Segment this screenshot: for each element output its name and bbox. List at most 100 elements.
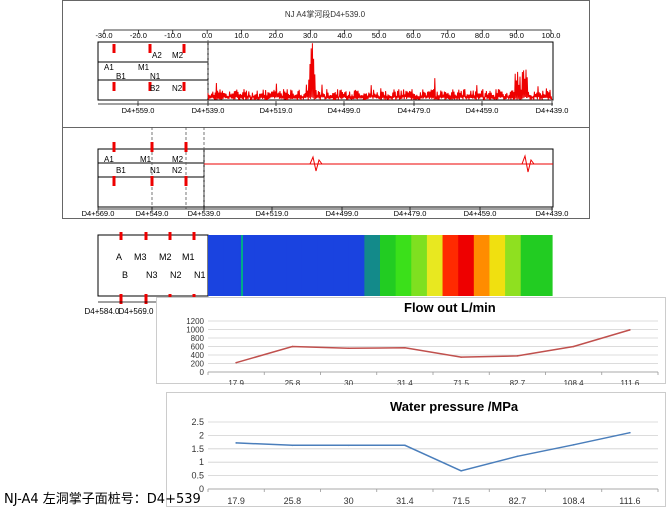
y-tick-label: 0.5 xyxy=(191,471,204,481)
data-point xyxy=(516,455,519,458)
label-N1: N1 xyxy=(194,270,206,280)
tick-label: D4+539.0 xyxy=(188,209,221,218)
tick-label: 30.0 xyxy=(303,31,318,40)
label-M2: M2 xyxy=(159,252,172,262)
velocity-band xyxy=(505,235,522,296)
reflection-signal-1 xyxy=(207,43,553,101)
label-M2: M2 xyxy=(172,51,184,60)
receiver-marker xyxy=(192,232,196,240)
panel1-title: NJ A4掌河段D4+539.0 xyxy=(285,9,366,19)
label-B1: B1 xyxy=(116,166,126,175)
data-point xyxy=(404,346,406,349)
tick-label: -30.0 xyxy=(95,31,112,40)
velocity-band xyxy=(489,235,506,296)
receiver-marker xyxy=(119,294,123,304)
label-N1: N1 xyxy=(150,72,161,81)
data-point xyxy=(404,444,406,447)
receiver-marker xyxy=(144,294,148,304)
label-B: B xyxy=(122,270,128,280)
tick-label: D4+439.0 xyxy=(536,209,569,218)
data-point xyxy=(460,469,462,472)
x-tick-label: 31.4 xyxy=(396,496,414,506)
label-A1: A1 xyxy=(104,63,114,72)
tick-label: -10.0 xyxy=(164,31,181,40)
x-tick-label: 17.9 xyxy=(227,496,245,506)
x-tick-label: 71.5 xyxy=(452,496,470,506)
receiver-marker xyxy=(182,44,186,53)
velocity-panel: A M3 M2 M1 B N3 N2 N1 D4+584.0 D4+569.0 xyxy=(85,232,553,316)
velocity-band xyxy=(254,235,272,296)
x-tick-label: 17.9 xyxy=(228,379,244,385)
tick-label: 10.0 xyxy=(234,31,249,40)
water-pressure-chart: Water pressure /MPa 0 0.5 1 1.5 2 2.5 17.9 25.8… xyxy=(166,392,666,507)
label-B2: B2 xyxy=(150,84,160,93)
velocity-band xyxy=(348,235,365,296)
label-A: A xyxy=(116,252,122,262)
label-M1: M1 xyxy=(140,155,152,164)
label-N2: N2 xyxy=(172,166,183,175)
y-tick-label: 2 xyxy=(199,430,204,440)
label-N2: N2 xyxy=(172,84,183,93)
tick-label: D4+569.0 xyxy=(82,209,115,218)
tick-label: D4+479.0 xyxy=(394,209,427,218)
receiver-marker xyxy=(184,142,188,152)
velocity-band xyxy=(301,235,319,296)
tick-label: 90.0 xyxy=(509,31,524,40)
velocity-band xyxy=(286,235,303,296)
data-point xyxy=(291,444,294,447)
tick-label: D4+499.0 xyxy=(326,209,359,218)
tick-label: D4+559.0 xyxy=(122,106,155,115)
receiver-marker xyxy=(184,176,188,186)
tick-label: D4+479.0 xyxy=(398,106,431,115)
receiver-marker xyxy=(148,82,152,91)
velocity-band xyxy=(364,235,381,296)
y-tick-label: 1 xyxy=(199,457,204,467)
velocity-band xyxy=(536,235,553,296)
tick-label: D4+519.0 xyxy=(260,106,293,115)
tick-label: D4+519.0 xyxy=(256,209,289,218)
label-M1: M1 xyxy=(138,63,150,72)
tick-label: D4+459.0 xyxy=(464,209,497,218)
tick-label: 40.0 xyxy=(337,31,352,40)
receiver-marker xyxy=(112,142,116,152)
tick-label: 20.0 xyxy=(269,31,284,40)
velocity-band xyxy=(223,235,240,296)
velocity-band xyxy=(239,235,256,296)
receiver-marker xyxy=(144,232,148,240)
receiver-marker xyxy=(119,232,123,240)
tick-label: D4+459.0 xyxy=(466,106,499,115)
velocity-band xyxy=(270,235,287,296)
x-tick-label: 71.5 xyxy=(453,379,469,385)
series-line xyxy=(235,329,631,364)
receiver-marker xyxy=(150,142,154,152)
chart-title: Water pressure /MPa xyxy=(390,399,519,414)
tick-label: 50.0 xyxy=(372,31,387,40)
x-tick-label: 25.8 xyxy=(285,379,301,385)
data-point xyxy=(460,356,462,358)
tick-label: -20.0 xyxy=(130,31,147,40)
label-A2: A2 xyxy=(152,51,162,60)
label-B1: B1 xyxy=(116,72,126,81)
y-tick-label: 2.5 xyxy=(191,417,204,427)
y-tick-label: 1.5 xyxy=(191,444,204,454)
x-tick-label: 25.8 xyxy=(284,496,302,506)
velocity-band xyxy=(411,235,428,296)
receiver-marker xyxy=(112,44,116,53)
reflection-panel-2: A1 M1 M2 B1 N1 N2 D4+569.0 D4+549.0 D4+539… xyxy=(62,127,590,219)
label-M2: M2 xyxy=(172,155,184,164)
y-tick-label: 600 xyxy=(191,343,205,352)
reflection-wave-2 xyxy=(521,154,535,173)
data-point xyxy=(347,347,350,349)
label-A1: A1 xyxy=(104,155,114,164)
tick-label: D4+549.0 xyxy=(136,209,169,218)
tick-label: 70.0 xyxy=(441,31,456,40)
tick-label: D4+439.0 xyxy=(536,106,569,115)
y-tick-label: 800 xyxy=(191,334,205,343)
label-N3: N3 xyxy=(146,270,158,280)
tick-label: D4+499.0 xyxy=(328,106,361,115)
x-tick-label: 108.4 xyxy=(564,379,585,385)
data-point xyxy=(235,442,237,444)
x-tick-label: 31.4 xyxy=(397,379,413,385)
y-tick-label: 200 xyxy=(191,360,205,369)
